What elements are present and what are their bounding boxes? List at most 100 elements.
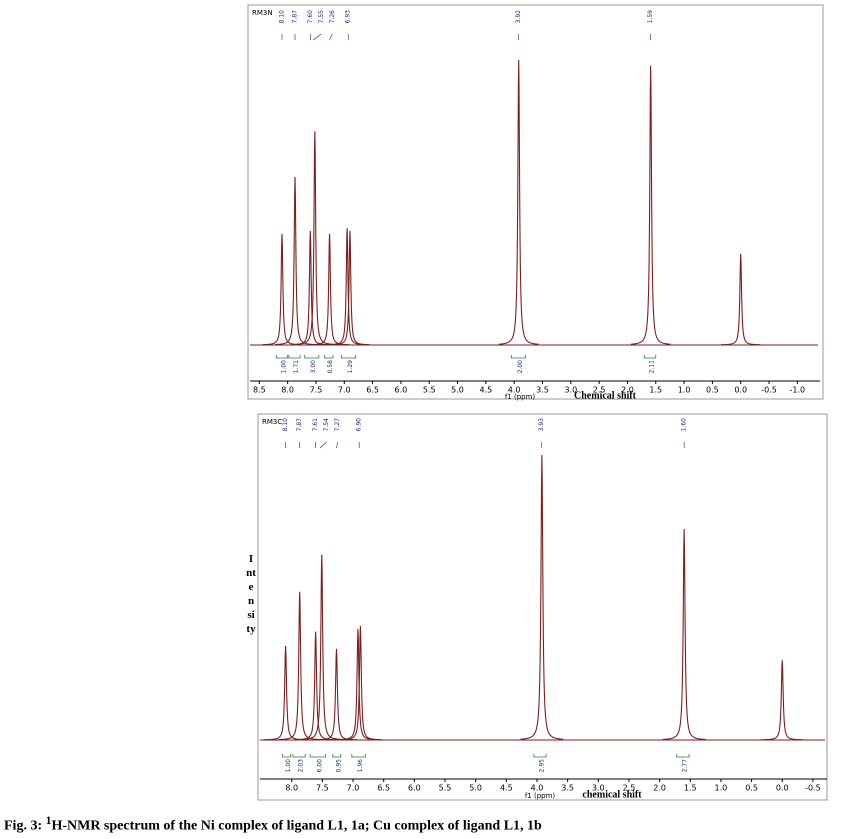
panel-frame (257, 413, 828, 801)
integral-label: 0.58 (327, 360, 334, 374)
panel-frame (247, 4, 824, 400)
peak (275, 176, 315, 346)
peak-label: 3.92 (515, 10, 522, 24)
peak-label: 3.93 (538, 418, 545, 432)
x-tick-label: 8.0 (285, 784, 298, 793)
peak (300, 554, 344, 741)
integral-label: 0.95 (335, 759, 342, 773)
x-tick-label: 0.0 (776, 784, 789, 793)
x-tick-label: 2.5 (623, 784, 636, 793)
integral-bracket (644, 355, 657, 359)
x-tick-label: 1.5 (684, 784, 697, 793)
x-tick-label: 3.5 (561, 784, 574, 793)
x-tick-label: 0.5 (745, 784, 758, 793)
integral-label: 2.77 (681, 759, 688, 773)
x-tick-label: 2.0 (653, 784, 666, 793)
x-tick-label: 6.0 (395, 386, 408, 395)
integral-label: 2.11 (649, 360, 656, 374)
integral-bracket (676, 754, 690, 758)
x-tick-label: 7.0 (338, 386, 351, 395)
integral-label: 1.00 (280, 360, 287, 374)
peak-label: 6.93 (345, 10, 352, 24)
integral-bracket (332, 754, 342, 758)
peak (760, 660, 804, 741)
peak-label: 1.59 (647, 10, 654, 24)
peak (498, 59, 539, 345)
panel-title: RM3C (262, 418, 282, 426)
peak (330, 230, 370, 346)
peak-label: 8.10 (282, 418, 289, 432)
peak-label-tick (329, 33, 333, 41)
x-tick-label: 5.5 (439, 784, 452, 793)
peak-label: 8.10 (278, 10, 285, 24)
y-axis-label: Intensity (246, 553, 256, 635)
x-tick-label: 8.0 (281, 386, 294, 395)
integral-bracket (533, 754, 547, 758)
caption: Fig. 3: 1H-NMR spectrum of the Ni comple… (4, 814, 542, 835)
peak-label-tick (336, 441, 338, 449)
x-tick-label: 6.5 (366, 386, 379, 395)
peak (720, 253, 761, 346)
integral-bracket (324, 355, 334, 359)
peak-label: 7.54 (323, 418, 330, 432)
integral-bracket (292, 754, 306, 758)
integral-bracket (341, 355, 357, 359)
x-tick-label: 3.0 (564, 386, 577, 395)
x-tick-label: 6.5 (377, 784, 390, 793)
x-tick-label: 1.0 (678, 386, 691, 395)
x-tick-label: 4.0 (508, 386, 521, 395)
integral-bracket (288, 355, 301, 359)
x-axis-title: Chemical shift (574, 390, 637, 401)
x-tick-label: 2.5 (593, 386, 606, 395)
x-tick-label: 1.5 (649, 386, 662, 395)
caption-text: H-NMR spectrum of the Ni complex of liga… (51, 818, 542, 834)
peak (520, 454, 564, 740)
peak-label: 7.61 (312, 418, 319, 432)
peak (309, 233, 350, 346)
x-tick-label: -0.5 (761, 386, 777, 395)
x-tick-label: 8.5 (253, 386, 266, 395)
peak-label: 7.87 (292, 10, 299, 24)
peak (338, 625, 382, 741)
x-tick-label: 5.5 (423, 386, 436, 395)
peak-label-tick (319, 441, 327, 449)
x-tick-label: 7.0 (347, 784, 360, 793)
peak-label: 7.55 (318, 10, 325, 24)
x-tick-label: 4.5 (500, 784, 513, 793)
caption-prefix: Fig. 3: (4, 818, 46, 834)
integral-label: 2.00 (517, 360, 524, 374)
x-tick-label: 5.0 (469, 784, 482, 793)
integral-label: 1.29 (347, 360, 354, 374)
integral-bracket (309, 754, 326, 758)
x-tick-label: -0.5 (805, 784, 821, 793)
peak (315, 648, 358, 741)
x-axis-title: chemical shift (582, 789, 642, 800)
figure: RM3N 8.5 8.0 7.5 7.0 6.5 6.0 5.5 5.0 4.5 4.0 3.5 3.0… (247, 4, 828, 801)
integral-bracket (304, 355, 320, 359)
peak (294, 131, 335, 345)
peak (662, 529, 706, 740)
integral-label: 6.00 (316, 759, 323, 773)
integral-bracket (351, 754, 366, 758)
peak (278, 591, 322, 741)
peak-label: 6.90 (356, 418, 363, 432)
integral-bracket (510, 355, 526, 359)
x-tick-label: 7.5 (316, 784, 329, 793)
integral-label: 2.95 (539, 759, 546, 773)
integral-label: 3.00 (310, 360, 317, 374)
integral-label: 1.00 (285, 759, 292, 773)
peak-label: 1.60 (681, 418, 688, 432)
integral-label: 2.03 (298, 759, 305, 773)
x-tick-label: 5.0 (451, 386, 464, 395)
peak (630, 65, 671, 345)
x-tick-label: 0.5 (706, 386, 719, 395)
x-tick-label: 0.0 (734, 386, 747, 395)
x-tick-label: -1.0 (790, 386, 806, 395)
caption-sup: 1 (45, 814, 52, 827)
x-tick-label: 3.0 (592, 784, 605, 793)
peak-label: 7.87 (296, 418, 303, 432)
integral-label: 1.96 (357, 759, 364, 773)
x-tick-label: 4.0 (531, 784, 544, 793)
integral-bracket (275, 355, 289, 359)
